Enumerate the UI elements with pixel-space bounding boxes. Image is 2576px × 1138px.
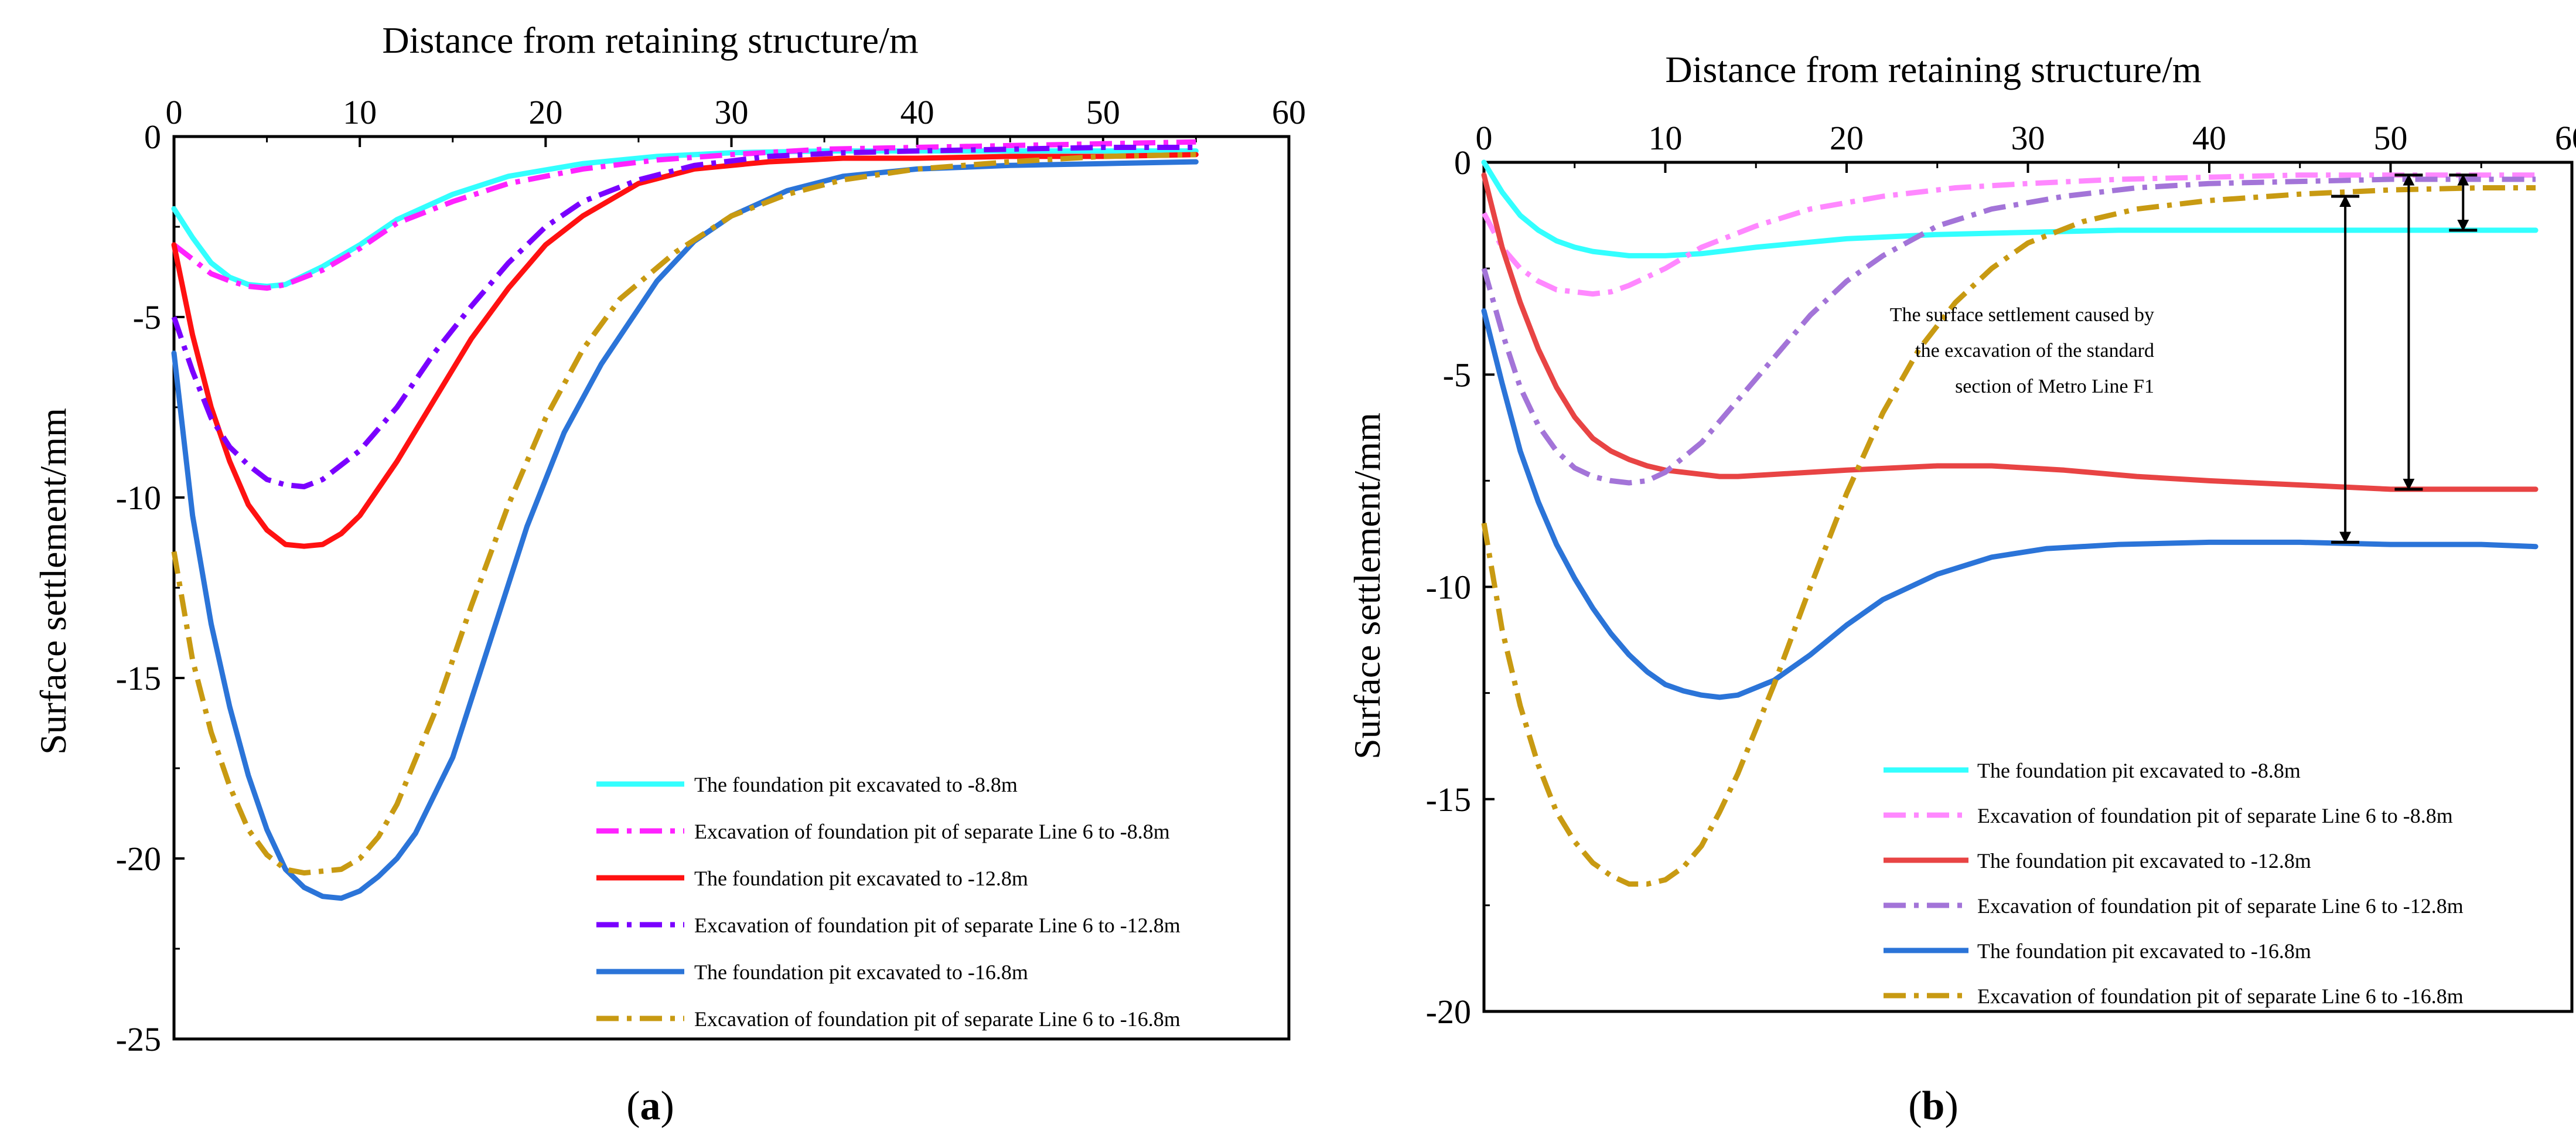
- panel-a-legend-label-6: Excavation of foundation pit of separate…: [694, 1007, 1180, 1031]
- panel-b-x-axis-title: Distance from retaining structure/m: [1665, 49, 2201, 90]
- panel-a-caption-letter: a: [640, 1084, 661, 1129]
- panel-b-y-axis-title: Surface settlement/mm: [1346, 413, 1388, 759]
- panel-a-legend-label-1: The foundation pit excavated to -8.8m: [694, 773, 1018, 796]
- panel-a-y-tick-label: -25: [116, 1020, 161, 1058]
- panel-b-series: [1481, 159, 2539, 887]
- panel-b-x-tick-label: 50: [2374, 119, 2408, 157]
- panel-a-x-tick-label: 20: [528, 93, 562, 131]
- panel-a-y-tick-label: -15: [116, 659, 161, 697]
- panel-a-legend-label-4: Excavation of foundation pit of separate…: [694, 914, 1180, 937]
- panel-b-y-tick-label: 0: [1454, 144, 1471, 182]
- panel-b-series-line-6: [1481, 185, 2536, 887]
- panel-b-legend-label-3: The foundation pit excavated to -12.8m: [1977, 849, 2311, 873]
- panel-b-y-tick-label: -5: [1443, 356, 1471, 394]
- panel-a-x-tick-label: 40: [900, 93, 934, 131]
- panel-b-legend-label-2: Excavation of foundation pit of separate…: [1977, 804, 2453, 827]
- panel-a-series-line-3: [171, 152, 1199, 549]
- panel-a-series: [171, 139, 1199, 901]
- panel-b-series-line-2: [1482, 172, 2536, 297]
- panel-a-legend-label-5: The foundation pit excavated to -16.8m: [694, 960, 1028, 984]
- panel-b-legend-label-4: Excavation of foundation pit of separate…: [1977, 894, 2464, 918]
- panel-a-y-tick-label: -20: [116, 840, 161, 878]
- panel-b-x-tick-label: 10: [1649, 119, 1683, 157]
- panel-b-annotation-line-1: The surface settlement caused by: [1890, 304, 2154, 326]
- panel-b-x-tick-label: 20: [1830, 119, 1864, 157]
- panel-a-series-line-5: [171, 159, 1199, 901]
- panel-a-series-line-6: [171, 152, 1196, 876]
- panel-b-caption-letter: b: [1922, 1084, 1945, 1129]
- panel-b-x-tick-label: 30: [2011, 119, 2045, 157]
- panel-b-series-line-5: [1481, 308, 2539, 700]
- panel-b-y-tick-label: -15: [1426, 781, 1471, 819]
- panel-b-series-line-1: [1481, 159, 2539, 258]
- panel-b-y-tick-label: -20: [1426, 993, 1471, 1031]
- panel-b-x-tick-label: 0: [1476, 119, 1493, 157]
- panel-a-x-tick-label: 30: [715, 93, 749, 131]
- panel-a-x-ticks: 0 10 20 30 40 50 60: [166, 93, 1306, 147]
- panel-b-legend-label-5: The foundation pit excavated to -16.8m: [1977, 939, 2311, 963]
- panel-a-legend: The foundation pit excavated to -8.8m Ex…: [596, 773, 1180, 1031]
- panel-a-x-tick-label: 10: [343, 93, 377, 131]
- panel-b-annotation-line-3: section of Metro Line F1: [1955, 376, 2154, 397]
- panel-a-x-tick-label: 50: [1086, 93, 1120, 131]
- panel-a-series-line-2: [172, 139, 1196, 291]
- panel-a: 0 10 20 30 40 50 60 0 -5 -10 -15 -20 -25 Distance f…: [32, 19, 1306, 1129]
- panel-b-legend-label-6: Excavation of foundation pit of separate…: [1977, 984, 2464, 1008]
- panel-b-legend: The foundation pit excavated to -8.8m Ex…: [1884, 759, 2464, 1008]
- panel-a-y-ticks: 0 -5 -10 -15 -20 -25: [116, 118, 185, 1058]
- panel-a-x-tick-label: 0: [166, 93, 183, 131]
- panel-b-series-line-4: [1481, 176, 2536, 486]
- panel-a-y-tick-label: 0: [144, 118, 161, 156]
- panel-b-y-ticks: 0 -5 -10 -15 -20: [1426, 144, 1495, 1031]
- panel-b-x-ticks: 0 10 20 30 40 50 60: [1476, 119, 2576, 173]
- panel-b-y-tick-label: -10: [1426, 568, 1471, 607]
- panel-b-annotation-arrows: [2331, 173, 2478, 544]
- panel-a-series-line-4: [171, 145, 1196, 489]
- panel-b-caption: (b): [1908, 1084, 1959, 1129]
- panel-b-x-tick-label: 60: [2555, 119, 2576, 157]
- panel-a-y-tick-label: -10: [116, 479, 161, 517]
- panel-b: 0 10 20 30 40 50 60 0 -5 -10 -15 -20 Distance from…: [1346, 49, 2576, 1129]
- panel-a-legend-label-3: The foundation pit excavated to -12.8m: [694, 867, 1028, 890]
- panel-b-annotation: The surface settlement caused by the exc…: [1890, 173, 2478, 544]
- panel-b-x-tick-label: 40: [2192, 119, 2226, 157]
- panel-b-series-line-3: [1481, 172, 2539, 492]
- panel-a-x-tick-label: 60: [1272, 93, 1306, 131]
- panel-a-caption: (a): [626, 1084, 674, 1129]
- panel-b-annotation-line-2: the excavation of the standard: [1915, 340, 2154, 362]
- panel-a-legend-label-2: Excavation of foundation pit of separate…: [694, 820, 1170, 843]
- panel-a-y-axis-title: Surface settlement/mm: [32, 408, 74, 755]
- panel-a-y-tick-label: -5: [133, 298, 161, 336]
- panel-a-x-axis-title: Distance from retaining structure/m: [382, 19, 918, 61]
- panel-b-legend-label-1: The foundation pit excavated to -8.8m: [1977, 759, 2301, 782]
